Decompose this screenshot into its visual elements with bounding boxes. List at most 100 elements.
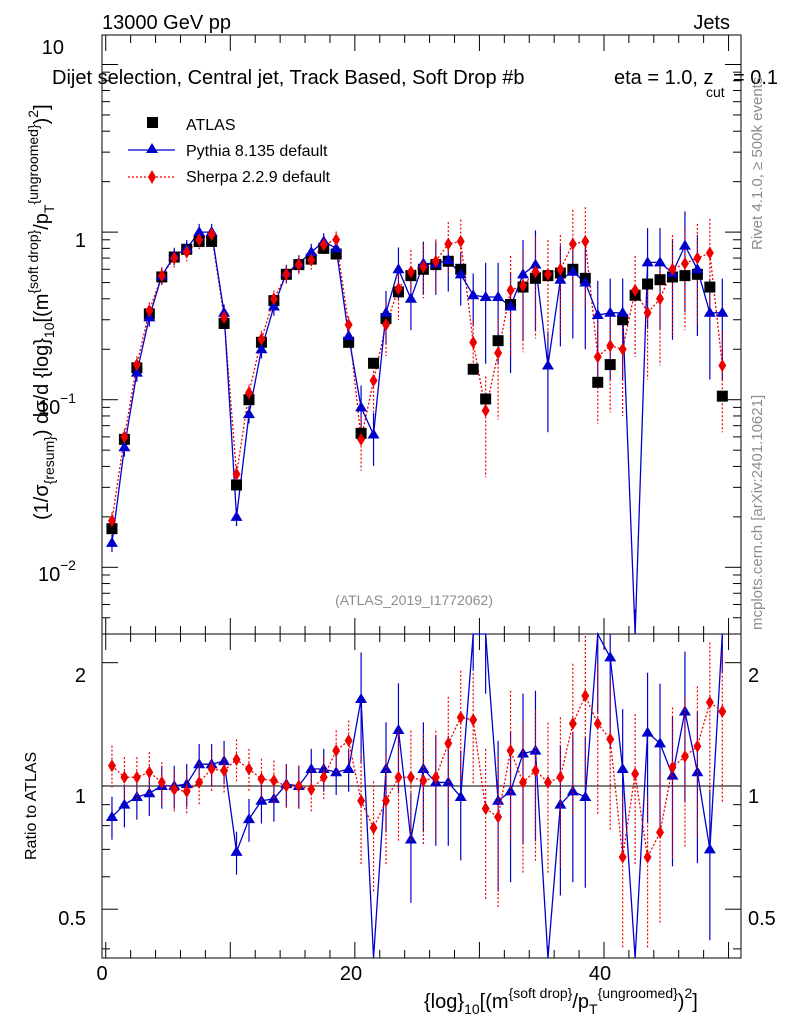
sherpa-ratio-point [680, 750, 689, 764]
pythia-point [130, 366, 143, 377]
pythia-point [591, 309, 604, 320]
legend-sherpa-label: Sherpa 2.2.9 default [186, 169, 331, 186]
sherpa-point [344, 318, 353, 332]
pythia-point [118, 441, 131, 452]
main-ytick-label-0.1: 10 −1 [38, 390, 76, 419]
sherpa-point [406, 265, 415, 279]
pythia-ratio-point [579, 790, 592, 801]
pythia-point [105, 536, 118, 547]
xtick-label-0: 0 [96, 963, 107, 985]
sherpa-ratio-point [543, 775, 552, 789]
category-label: Jets [693, 12, 730, 34]
sherpa-point [431, 254, 440, 268]
atlas-point [716, 390, 728, 402]
atlas-point [480, 393, 492, 405]
ratio-ytick-label-right-1: 1 [748, 786, 759, 808]
x-axis-label: {log}10[(m{soft drop}/pT{ungroomed})2] [424, 985, 698, 1017]
pythia-ratio-point [342, 762, 355, 773]
sherpa-point [419, 260, 428, 274]
sherpa-point [382, 318, 390, 332]
sherpa-point [481, 404, 490, 418]
pythia-point [492, 291, 505, 302]
pythia-ratio-point [616, 762, 629, 773]
sherpa-ratio-point [531, 764, 540, 778]
sherpa-ratio-point [394, 770, 403, 784]
legend-pythia-label: Pythia 8.135 default [186, 143, 328, 160]
sherpa-ratio-point [107, 759, 116, 773]
pythia-point [342, 329, 355, 340]
pythia-ratio-point [554, 798, 567, 809]
pythia-point [355, 401, 368, 412]
sherpa-point [531, 265, 540, 279]
sherpa-ratio-point [581, 689, 590, 703]
sherpa-point [593, 350, 602, 364]
sherpa-ratio-line [111, 694, 723, 860]
ratio-data-layer [105, 631, 727, 959]
sherpa-point [543, 267, 552, 281]
pythia-point [193, 226, 206, 237]
pythia-point [305, 246, 318, 257]
atlas-point [243, 394, 255, 406]
sherpa-point [357, 432, 366, 446]
pythia-point [541, 359, 554, 370]
pythia-ratio-point [180, 778, 193, 789]
pythia-ratio-point [641, 726, 654, 737]
svg-text:−2: −2 [60, 557, 76, 573]
atlas-point [617, 314, 629, 326]
atlas-point [642, 278, 654, 290]
pythia-point [442, 254, 455, 265]
analysis-id: (ATLAS_2019_I1772062) [335, 592, 493, 608]
sherpa-point [494, 346, 503, 360]
sherpa-point [506, 283, 515, 297]
sherpa-ratio-point [157, 775, 166, 789]
sherpa-point [207, 227, 216, 241]
param-cut: cut [706, 84, 725, 100]
sherpa-ratio-point [382, 794, 390, 808]
sherpa-point [369, 374, 378, 388]
pythia-point [529, 258, 542, 269]
sherpa-point [469, 335, 478, 349]
sherpa-point [606, 339, 615, 353]
atlas-point [231, 479, 243, 491]
sherpa-point [307, 253, 316, 267]
atlas-point [529, 272, 541, 284]
sherpa-point [107, 514, 116, 528]
sherpa-ratio-point [307, 783, 316, 797]
sherpa-ratio-point [294, 779, 303, 793]
ratio-ytick-label-right-2: 2 [748, 665, 759, 687]
atlas-point [654, 274, 666, 286]
sherpa-ratio-point [481, 802, 490, 816]
svg-text:(1/σ{resum}) dσ/d {log}10[(m{s: (1/σ{resum}) dσ/d {log}10[(m{soft drop}/… [25, 104, 57, 520]
sherpa-point [656, 292, 665, 306]
pythia-ratio-point [666, 769, 679, 780]
pythia-ratio-point [703, 843, 716, 854]
legend: ATLAS Pythia 8.135 default Sherpa 2.2.9 … [128, 117, 331, 186]
ratio-ylabel: Ratio to ATLAS [23, 752, 40, 860]
atlas-point [492, 335, 504, 347]
atlas-point [206, 235, 218, 247]
param-beta: eta = 1.0, z [614, 67, 714, 89]
legend-atlas-label: ATLAS [186, 117, 236, 134]
pythia-ratio-point [242, 813, 255, 824]
ratio-ytick-label-right-0.5: 0.5 [748, 908, 776, 930]
selection-title: Dijet selection, Central jet, Track Base… [52, 67, 524, 89]
sherpa-ratio-point [282, 779, 291, 793]
sherpa-point [456, 234, 465, 248]
sherpa-ratio-point [120, 770, 129, 784]
sherpa-point [157, 269, 166, 283]
sherpa-ratio-point [456, 710, 465, 724]
sherpa-ratio-point [132, 770, 141, 784]
sherpa-point [618, 342, 627, 356]
ratio-ytick-label-1: 1 [75, 786, 86, 808]
pythia-ratio-point [492, 794, 505, 805]
sherpa-ratio-point [606, 732, 615, 746]
sherpa-point [294, 258, 303, 272]
pythia-ratio-point [355, 693, 368, 704]
sherpa-ratio-point [332, 744, 341, 758]
sherpa-point [718, 358, 727, 372]
sherpa-point [170, 251, 179, 265]
main-ylabel: (1/σ{resum}) dσ/d {log}10[(m{soft drop}/… [25, 104, 57, 520]
legend-atlas-marker [147, 117, 158, 128]
sherpa-ratio-point [257, 772, 266, 786]
sherpa-ratio-point [244, 762, 253, 776]
